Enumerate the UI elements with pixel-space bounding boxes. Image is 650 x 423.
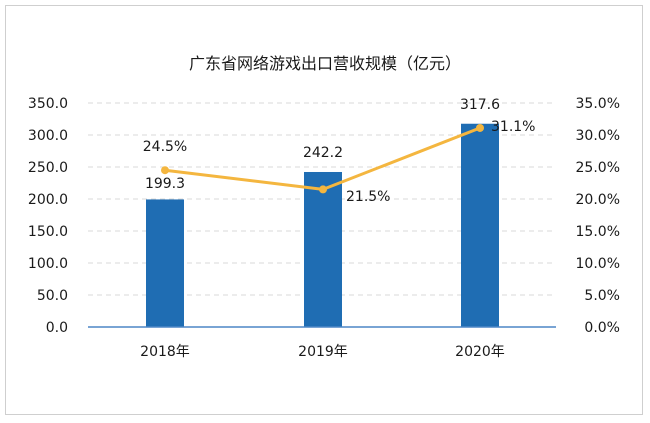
bar-value-label: 242.2 [303,145,343,161]
line-point [161,166,169,175]
right-tick-label: 35.0% [576,96,620,112]
bar [461,123,499,328]
left-tick-label: 150.0 [28,224,68,240]
category-label: 2019年 [298,344,348,360]
left-tick-label: 250.0 [28,160,68,176]
left-tick-label: 50.0 [37,288,68,304]
right-axis-ticks: 0.0% 5.0% 10.0% 15.0% 20.0% 25.0% 30.0% 35.0% [576,96,620,336]
bar [146,199,184,327]
right-tick-label: 25.0% [576,160,620,176]
category-label: 2020年 [455,344,505,360]
left-tick-label: 0.0 [46,320,68,336]
data-labels: 199.3 242.2 317.6 24.5% 21.5% 31.1% [143,97,536,205]
bar-value-label: 317.6 [460,97,500,113]
line-value-label: 24.5% [143,139,187,155]
left-tick-label: 350.0 [28,96,68,112]
right-tick-label: 0.0% [584,320,620,336]
right-tick-label: 10.0% [576,256,620,272]
line-point [319,185,327,194]
left-tick-label: 300.0 [28,128,68,144]
line-value-label: 31.1% [491,119,535,135]
category-labels: 2018年 2019年 2020年 [140,344,505,360]
bar-value-label: 199.3 [145,176,185,192]
bars [146,123,499,328]
left-axis-ticks: 0.0 50.0 100.0 150.0 200.0 250.0 300.0 350.0 [28,96,68,336]
right-tick-label: 20.0% [576,192,620,208]
right-tick-label: 15.0% [576,224,620,240]
left-tick-label: 100.0 [28,256,68,272]
line-value-label: 21.5% [346,189,390,205]
line-point [476,123,484,132]
bar [304,171,342,327]
category-label: 2018年 [140,344,190,360]
right-tick-label: 30.0% [576,128,620,144]
left-tick-label: 200.0 [28,192,68,208]
growth-line [161,123,484,194]
right-tick-label: 5.0% [584,288,620,304]
chart-title: 广东省网络游戏出口营收规模（亿元） [189,54,461,73]
